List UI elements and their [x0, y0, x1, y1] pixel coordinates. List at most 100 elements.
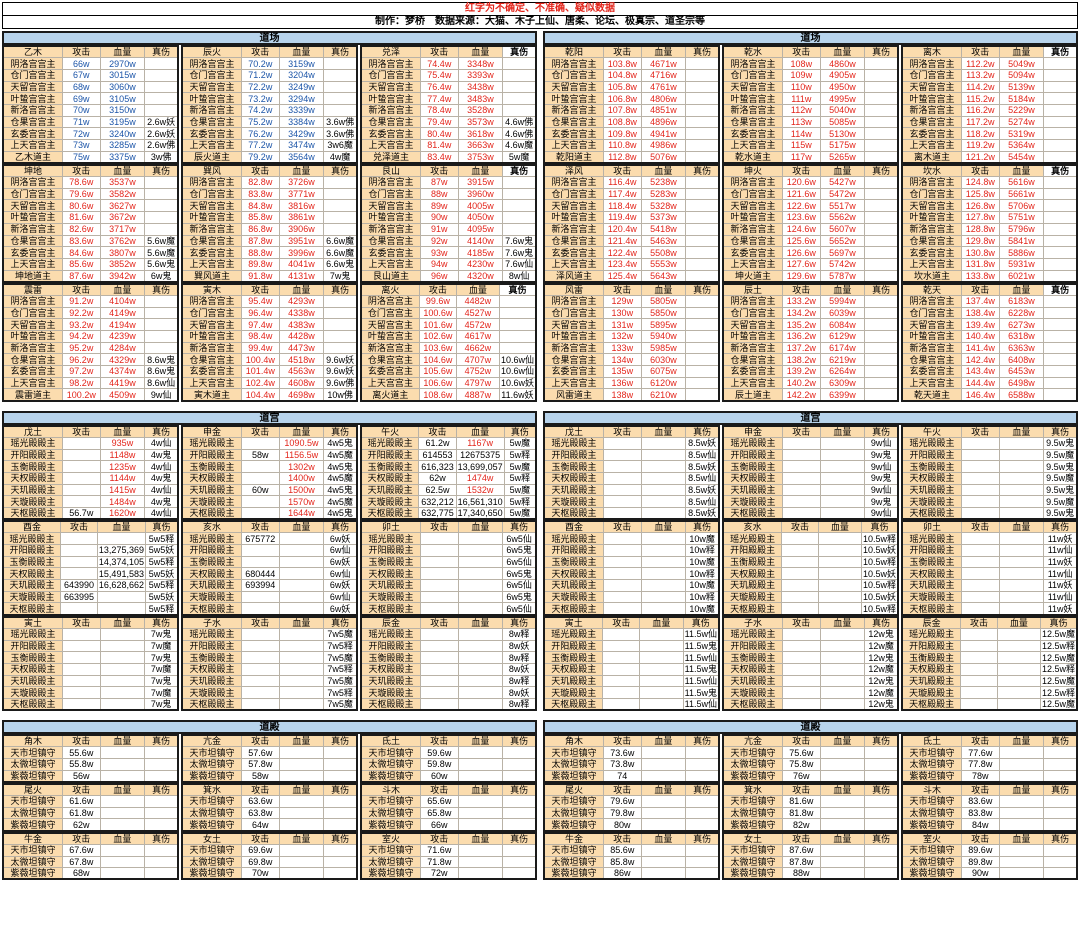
row-label: 紫薇坦镇守: [901, 818, 962, 832]
table-斗木: 斗木 攻击 血量 真伤 天市坦镇守 65.6w 太微坦镇守 65.8w 紫薇坦镇守 66w: [360, 782, 537, 832]
table-row: 天璇殿殿主 1484w 4w鬼: [2, 495, 179, 508]
col-header-血量: 血量: [996, 616, 1041, 629]
dmg-cell: [864, 306, 899, 320]
table-row: 瑶光殿殿主 61.2w 1167w 5w魔: [360, 436, 537, 450]
dmg-cell: 5w5妖: [144, 567, 179, 581]
table-header-row: 申金 攻击 血量 真伤: [181, 425, 358, 438]
row-label: 瑶光殿殿主: [543, 627, 604, 641]
table-row: 玉衡殿殿主 8w释: [360, 651, 537, 664]
row-label: 太微坦镇守: [901, 758, 962, 771]
col-header-血量: 血量: [640, 45, 687, 59]
dmg-cell: 8.6w鬼: [144, 365, 179, 378]
atk-cell: [603, 532, 642, 545]
col-header-攻击: 攻击: [420, 734, 459, 748]
col-header-血量: 血量: [640, 283, 687, 296]
atk-cell: 133.8w: [961, 269, 1000, 283]
dmg-cell: [685, 388, 720, 402]
row-label: 太微坦镇守: [181, 758, 242, 771]
atk-cell: 67w: [62, 68, 101, 82]
table-row: 玄委宫宫主 88.8w 3996w 6.6w魔: [181, 246, 358, 259]
dmg-cell: [144, 57, 179, 70]
col-header-攻击: 攻击: [961, 164, 1000, 178]
col-header-真伤: 真伤: [1043, 783, 1078, 797]
dmg-cell: [864, 103, 899, 117]
atk-cell: [603, 506, 642, 520]
table-title: 女土: [722, 832, 783, 845]
hp-cell: 1302w: [278, 460, 325, 473]
col-header-真伤: 真伤: [323, 783, 358, 797]
col-header-攻击: 攻击: [961, 783, 1000, 797]
table-row: 兑泽道主 83.4w 3753w 5w魔: [360, 150, 537, 164]
hp-cell: [639, 697, 684, 711]
dmg-cell: [685, 795, 720, 808]
atk-cell: [62, 436, 101, 450]
row-label: 新洛宫宫主: [181, 103, 242, 117]
row-label: 天玑殿殿主: [181, 483, 242, 497]
row-label: 天权殿殿主: [181, 567, 242, 581]
col-header-攻击: 攻击: [603, 164, 642, 178]
col-header-真伤: 真伤: [323, 45, 358, 59]
row-label: 天留宫宫主: [543, 199, 604, 213]
atk-cell: [961, 495, 1000, 508]
table-戊土: 戊土 攻击 血量 真伤 瑶光殿殿主 935w 4w仙 开阳殿殿主 1148w 4w鬼 玉衡殿殿主 12…: [2, 424, 179, 521]
atk-cell: 632,775: [418, 506, 457, 520]
atk-cell: [960, 627, 998, 641]
row-label: 玄委宫宫主: [722, 365, 783, 378]
row-label: 玄委宫宫主: [360, 246, 421, 259]
dmg-cell: [502, 68, 537, 82]
atk-cell: 93.2w: [62, 318, 101, 331]
dmg-cell: 5.6w魔: [144, 246, 179, 259]
row-label: 天权殿殿主: [722, 567, 783, 581]
table-title: 午火: [360, 425, 420, 438]
table-row: 玄委宫宫主 143.4w 6453w: [901, 365, 1078, 378]
hp-cell: 4950w: [819, 80, 866, 94]
col-header-血量: 血量: [819, 425, 866, 438]
hp-cell: 5931w: [998, 257, 1045, 271]
table-group-row: 牛金 攻击 血量 真伤 天市坦镇守 67.6w 太微坦镇守 67.8w 紫薇坦镇守 68w 女土 攻击…: [2, 831, 537, 881]
hp-cell: 1144w: [99, 471, 146, 485]
atk-cell: 61.8w: [62, 806, 101, 820]
row-label: 太微坦镇守: [543, 758, 604, 771]
atk-cell: 87w: [420, 176, 459, 189]
dmg-cell: 5.6w鬼: [144, 257, 179, 271]
atk-cell: 83.6w: [62, 234, 101, 248]
dmg-cell: [685, 103, 720, 117]
row-label: 天璇殿殿主: [722, 686, 783, 699]
table-row: 玉衡殿殿主 1235w 4w仙: [2, 460, 179, 473]
table-row: 天枢殿殿主 12w鬼: [722, 697, 899, 711]
table-row: 天市坦镇守 63.6w: [181, 795, 358, 808]
atk-cell: 125.6w: [782, 234, 821, 248]
table-row: 玄委宫宫主 130.8w 5886w: [901, 246, 1078, 259]
table-header-row: 斗木 攻击 血量 真伤: [360, 783, 537, 797]
col-header-真伤: 真伤: [502, 520, 537, 534]
table-row: 天枢殿殿主 9.5w鬼: [901, 506, 1078, 520]
atk-cell: 91.8w: [241, 269, 280, 283]
dmg-cell: 4w鬼: [144, 448, 179, 462]
atk-cell: 77.6w: [961, 746, 1000, 759]
atk-cell: [781, 532, 819, 545]
atk-cell: [782, 662, 821, 676]
table-header-row: 子水 攻击 血量 真伤: [722, 616, 899, 629]
atk-cell: 83.8w: [241, 187, 280, 201]
atk-cell: 128.8w: [961, 222, 1000, 236]
hp-cell: [819, 436, 866, 450]
dmg-cell: [144, 211, 179, 224]
dmg-cell: [685, 257, 720, 271]
dmg-cell: 10w魔: [685, 532, 720, 545]
dmg-cell: [323, 843, 358, 857]
atk-cell: 64w: [241, 818, 280, 832]
dmg-cell: [685, 746, 720, 759]
table-group-row: 酉金 攻击 血量 真伤 瑶光殿殿主 5w5释 开阳殿殿主 13,275,369 5w5妖 玉衡殿殿…: [2, 520, 537, 616]
hp-cell: 5373w: [640, 211, 687, 224]
atk-cell: 91w: [420, 222, 459, 236]
col-header-真伤: 真伤: [1043, 283, 1078, 296]
table-亢金: 亢金 攻击 血量 真伤 天市坦镇守 75.6w 太微坦镇守 75.8w 紫薇坦镇守 76w: [722, 734, 899, 783]
dmg-cell: [502, 758, 537, 771]
atk-cell: [420, 590, 459, 604]
atk-cell: [960, 674, 998, 688]
row-label: 仓果宫宫主: [543, 353, 604, 367]
row-label: 上天宫宫主: [2, 376, 63, 390]
dmg-cell: 7w5释: [323, 686, 358, 699]
dmg-cell: [685, 769, 720, 783]
table-row: 玉衡殿殿主 8.5w妖: [543, 460, 720, 473]
